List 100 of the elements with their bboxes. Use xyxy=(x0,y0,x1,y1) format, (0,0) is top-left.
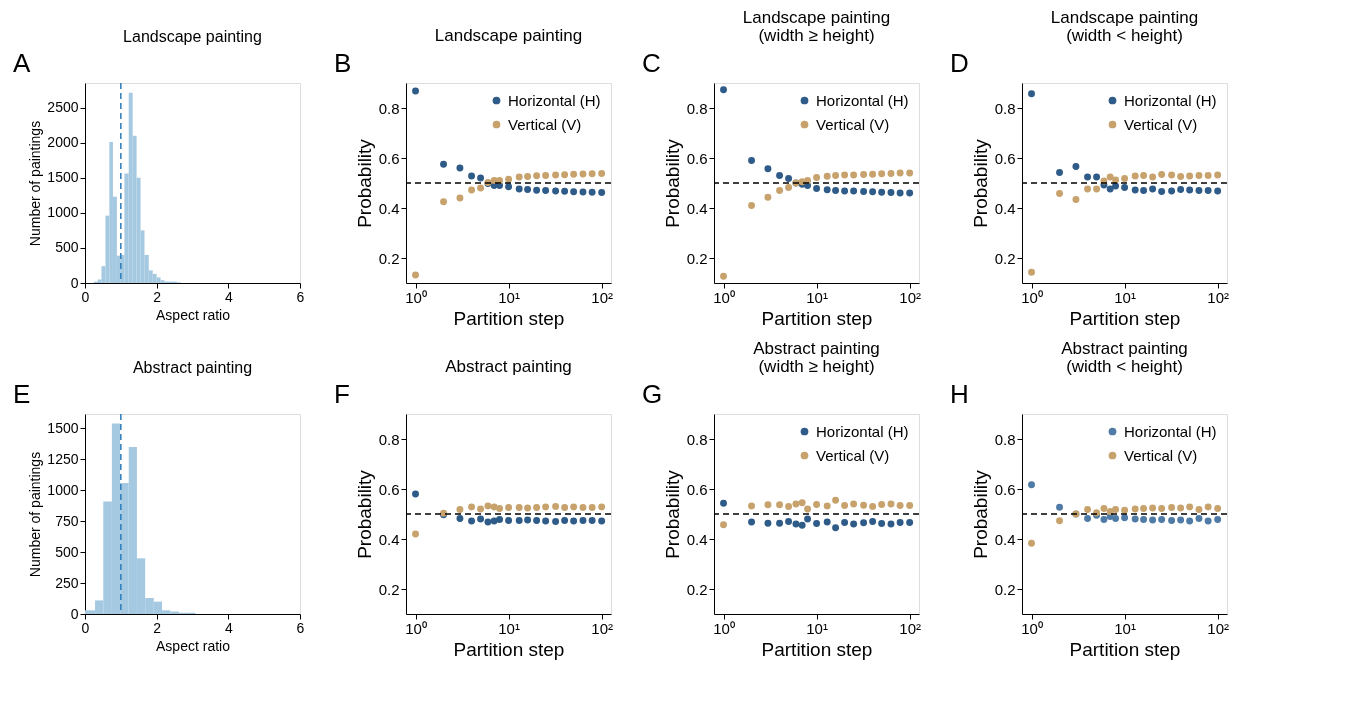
x-axis-title: Partition step xyxy=(453,638,565,660)
text: G xyxy=(642,379,663,409)
x-tick-label: 10² xyxy=(591,288,613,306)
x-tick-label: 10² xyxy=(899,288,921,306)
text: B xyxy=(334,48,352,78)
y-tick-label: 0.8 xyxy=(994,430,1016,448)
legend-label: Horizontal (H) xyxy=(508,91,601,109)
x-tick-label: 4 xyxy=(224,619,233,636)
text: E xyxy=(13,379,31,409)
chart-title: Landscape painting xyxy=(434,26,583,45)
y-tick-label: 0 xyxy=(70,274,79,291)
y-tick-label: 0.4 xyxy=(378,530,400,548)
legend-label: Vertical (V) xyxy=(1124,446,1198,464)
y-tick-label: 0.4 xyxy=(686,199,708,217)
x-tick-label: 10² xyxy=(1207,288,1229,306)
y-axis-title: Probability xyxy=(353,138,375,228)
x-tick-label: 4 xyxy=(224,288,233,305)
chart-subtitle: (width < height) xyxy=(1066,357,1183,376)
x-axis-title: Partition step xyxy=(761,307,873,329)
y-tick-label: 0.2 xyxy=(686,249,708,267)
legend-label: Horizontal (H) xyxy=(1124,91,1217,109)
y-tick-label: 0.8 xyxy=(378,99,400,117)
x-tick-label: 10¹ xyxy=(1114,288,1136,306)
text: A xyxy=(13,48,31,78)
y-tick-label: 0.2 xyxy=(686,580,708,598)
legend-label: Vertical (V) xyxy=(1124,115,1198,133)
y-tick-label: 0.2 xyxy=(994,580,1016,598)
x-axis-title: Partition step xyxy=(761,638,873,660)
x-tick-label: 10⁰ xyxy=(713,619,735,637)
y-tick-label: 0.8 xyxy=(994,99,1016,117)
y-tick-label: 0.6 xyxy=(686,149,708,167)
x-axis-title: Aspect ratio xyxy=(156,637,231,654)
y-axis-title: Probability xyxy=(353,469,375,559)
x-tick-label: 10¹ xyxy=(806,288,828,306)
y-tick-label: 0.6 xyxy=(994,480,1016,498)
y-tick-label: 2000 xyxy=(47,134,79,151)
y-tick-label: 0.4 xyxy=(378,199,400,217)
x-tick-label: 2 xyxy=(153,288,162,305)
chart-title: Landscape painting xyxy=(742,8,891,27)
x-tick-label: 0 xyxy=(81,288,90,305)
x-axis-title: Aspect ratio xyxy=(156,306,231,323)
y-tick-label: 0.2 xyxy=(994,249,1016,267)
chart-title: Abstract painting xyxy=(445,357,572,376)
x-axis-title: Partition step xyxy=(1069,638,1181,660)
x-tick-label: 10⁰ xyxy=(405,619,427,637)
y-tick-label: 1000 xyxy=(47,481,79,498)
x-tick-label: 2 xyxy=(153,619,162,636)
y-axis-title: Probability xyxy=(661,469,683,559)
y-tick-label: 0.6 xyxy=(686,480,708,498)
chart-title: Landscape painting xyxy=(1050,8,1199,27)
y-tick-label: 0.4 xyxy=(686,530,708,548)
x-tick-label: 10⁰ xyxy=(1021,288,1043,306)
chart-title: Abstract painting xyxy=(1061,339,1188,358)
y-tick-label: 1250 xyxy=(47,450,79,467)
y-tick-label: 0.2 xyxy=(378,580,400,598)
y-axis-title: Number of paintings xyxy=(27,451,44,578)
x-tick-label: 10¹ xyxy=(498,288,520,306)
legend-label: Vertical (V) xyxy=(816,446,890,464)
y-tick-label: 1500 xyxy=(47,419,79,436)
y-tick-label: 500 xyxy=(55,239,79,256)
y-axis-title: Probability xyxy=(969,469,991,559)
y-tick-label: 2500 xyxy=(47,99,79,116)
legend-label: Horizontal (H) xyxy=(1124,422,1217,440)
y-tick-label: 0.2 xyxy=(378,249,400,267)
x-tick-label: 6 xyxy=(296,619,305,636)
y-tick-label: 0.6 xyxy=(378,480,400,498)
legend-label: Vertical (V) xyxy=(816,115,890,133)
x-axis-title: Partition step xyxy=(1069,307,1181,329)
text: D xyxy=(950,48,969,78)
x-tick-label: 6 xyxy=(296,288,305,305)
chart-subtitle: (width < height) xyxy=(1066,26,1183,45)
y-axis-title: Probability xyxy=(969,138,991,228)
chart-title: Abstract painting xyxy=(753,339,880,358)
x-tick-label: 0 xyxy=(81,619,90,636)
x-tick-label: 10¹ xyxy=(1114,619,1136,637)
x-tick-label: 10¹ xyxy=(498,619,520,637)
x-tick-label: 10² xyxy=(591,619,613,637)
x-tick-label: 10² xyxy=(1207,619,1229,637)
x-axis-title: Partition step xyxy=(453,307,565,329)
legend-label: Horizontal (H) xyxy=(816,422,909,440)
y-axis-title: Number of paintings xyxy=(27,120,44,247)
text: C xyxy=(642,48,661,78)
y-tick-label: 500 xyxy=(55,543,79,560)
y-tick-label: 1500 xyxy=(47,169,79,186)
y-tick-label: 250 xyxy=(55,574,79,591)
x-tick-label: 10⁰ xyxy=(1021,619,1043,637)
y-tick-label: 750 xyxy=(55,512,79,529)
chart-title: Abstract painting xyxy=(132,359,253,376)
y-tick-label: 0.6 xyxy=(378,149,400,167)
chart-subtitle: (width ≥ height) xyxy=(758,26,875,45)
y-tick-label: 0.8 xyxy=(686,99,708,117)
x-tick-label: 10⁰ xyxy=(713,288,735,306)
chart-subtitle: (width ≥ height) xyxy=(758,357,875,376)
y-tick-label: 0.4 xyxy=(994,199,1016,217)
x-tick-label: 10² xyxy=(899,619,921,637)
x-tick-label: 10¹ xyxy=(806,619,828,637)
y-tick-label: 0.6 xyxy=(994,149,1016,167)
legend-label: Vertical (V) xyxy=(508,115,582,133)
y-tick-label: 1000 xyxy=(47,204,79,221)
y-tick-label: 0.8 xyxy=(686,430,708,448)
